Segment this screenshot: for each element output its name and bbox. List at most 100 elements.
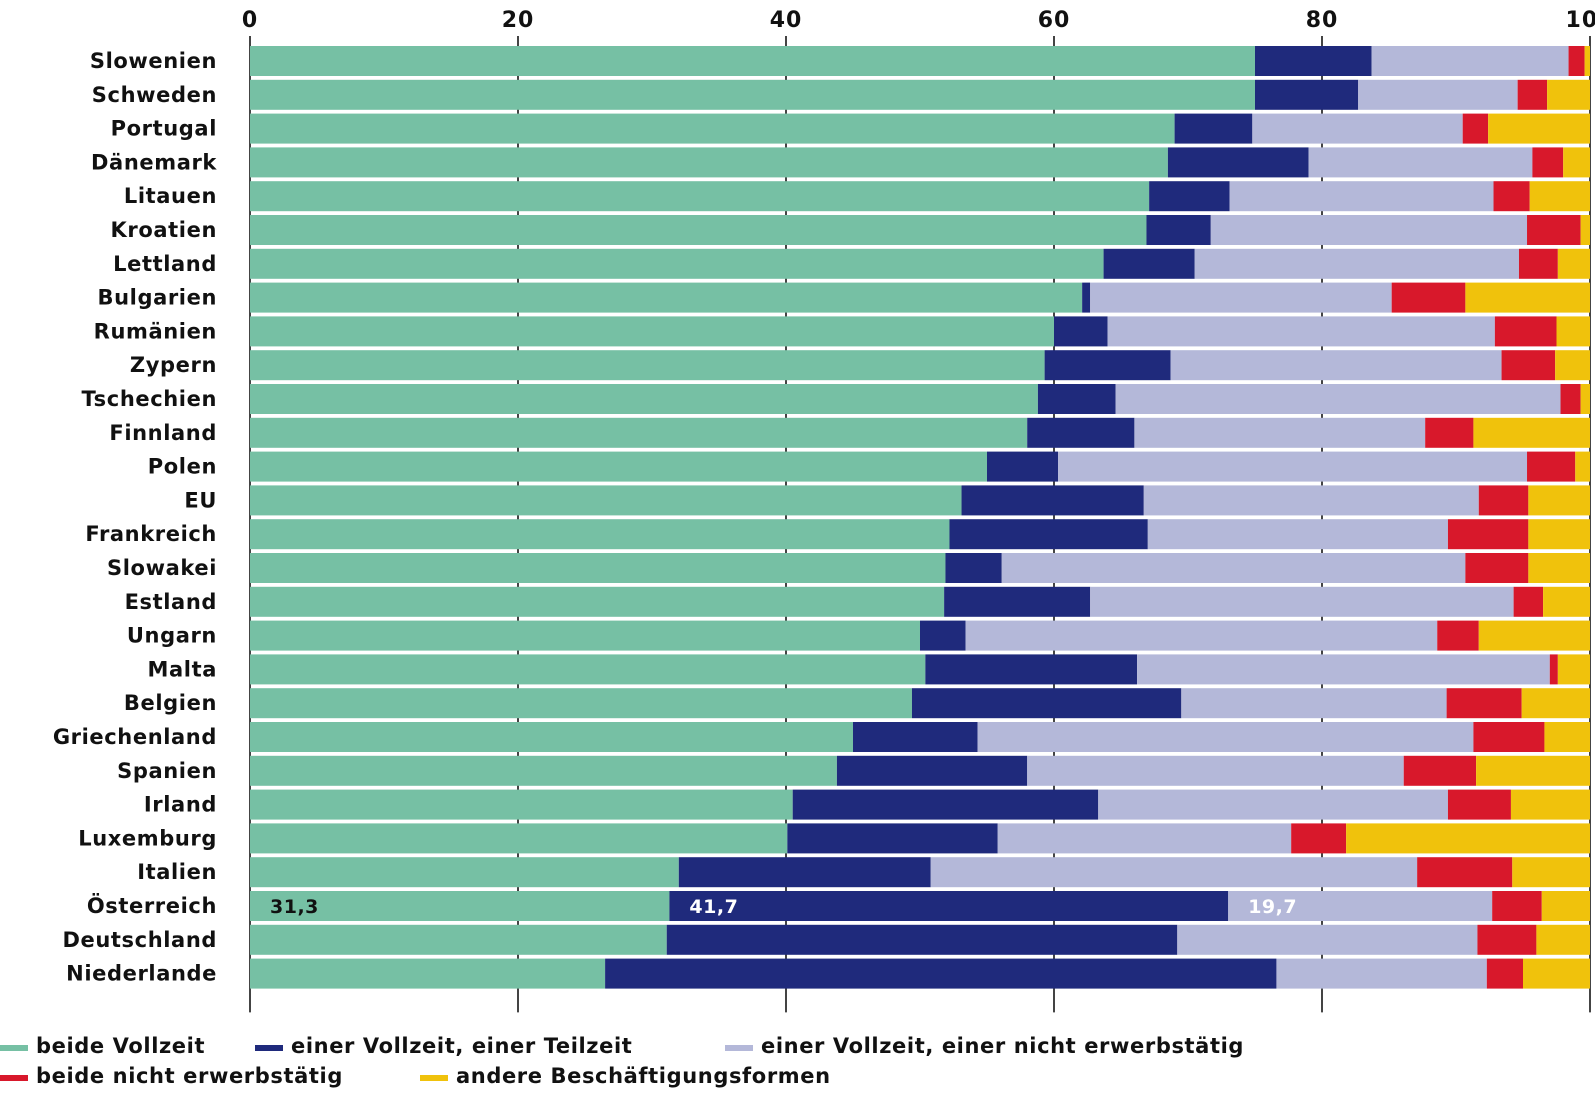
bar-polen-beide-nicht-erwerbstatig [1527,451,1576,482]
bar-kroatien-andere-beschaftigungsformen [1580,215,1590,245]
bar-frankreich-beide-vollzeit [250,519,950,550]
bar-polen-einer-vollzeit-einer-teilzeit [987,451,1059,482]
category-label-schweden: Schweden [92,83,217,107]
x-tick-label-100: 100 [1566,8,1595,33]
bar-zypern-einer-vollzeit-einer-teilzeit [1044,350,1171,381]
bar-deutschland-einer-vollzeit-einer-teilzeit [666,924,1178,955]
bar-osterreich-andere-beschaftigungsformen [1541,891,1590,921]
bar-ungarn-beide-vollzeit [250,620,920,651]
category-label-irland: Irland [144,793,217,817]
bar-kroatien-einer-vollzeit-einer-teilzeit [1146,215,1211,245]
bar-deutschland-andere-beschaftigungsformen [1536,924,1590,955]
legend-label-andere-beschaftigungsformen: andere Beschäftigungsformen [456,1064,831,1088]
bar-finnland-beide-vollzeit [250,417,1028,448]
bar-luxemburg-andere-beschaftigungsformen [1346,823,1590,854]
bar-estland-einer-vollzeit-einer-nicht-erwerbstatig [1090,586,1514,617]
bar-tschechien-beide-nicht-erwerbstatig [1560,384,1581,414]
category-label-litauen: Litauen [124,184,217,208]
bar-estland-beide-vollzeit [250,586,945,617]
bar-portugal-beide-vollzeit [250,113,1175,144]
bar-lettland-einer-vollzeit-einer-teilzeit [1103,248,1195,279]
bar-kroatien-beide-nicht-erwerbstatig [1527,215,1581,245]
bar-deutschland-beide-nicht-erwerbstatig [1477,924,1537,955]
bar-niederlande-beide-vollzeit [250,958,606,989]
category-label-griechenland: Griechenland [53,725,217,749]
bar-spanien-einer-vollzeit-einer-teilzeit [836,755,1028,786]
bar-tschechien-einer-vollzeit-einer-teilzeit [1037,384,1116,414]
bar-tschechien-beide-vollzeit [250,384,1038,414]
bar-schweden-einer-vollzeit-einer-teilzeit [1255,79,1359,110]
x-tick-label-20: 20 [502,8,535,33]
bar-osterreich-einer-vollzeit-einer-teilzeit [669,891,1229,921]
legend-label-einer-vollzeit-einer-nicht-erwerbstatig: einer Vollzeit, einer nicht erwerbstätig [761,1034,1244,1058]
data-label-beide-vollzeit: 31,3 [270,896,319,918]
bar-bulgarien-andere-beschaftigungsformen [1465,282,1590,313]
bar-frankreich-einer-vollzeit-einer-teilzeit [949,519,1148,550]
bar-schweden-einer-vollzeit-einer-nicht-erwerbstatig [1358,79,1518,110]
legend-label-beide-nicht-erwerbstatig: beide nicht erwerbstätig [36,1064,343,1088]
bar-slowenien-beide-nicht-erwerbstatig [1568,46,1585,76]
bar-zypern-beide-vollzeit [250,350,1045,381]
bar-malta-andere-beschaftigungsformen [1557,654,1590,685]
bar-zypern-einer-vollzeit-einer-nicht-erwerbstatig [1170,350,1502,381]
bar-frankreich-einer-vollzeit-einer-nicht-erwerbstatig [1147,519,1448,550]
bar-malta-einer-vollzeit-einer-teilzeit [925,654,1138,685]
bar-malta-einer-vollzeit-einer-nicht-erwerbstatig [1137,654,1550,685]
bars [250,46,1590,989]
bar-zypern-beide-nicht-erwerbstatig [1501,350,1556,381]
bar-litauen-beide-vollzeit [250,181,1150,212]
bar-estland-andere-beschaftigungsformen [1543,586,1590,617]
category-label-slowenien: Slowenien [90,49,217,73]
bar-deutschland-beide-vollzeit [250,924,667,955]
legend-label-einer-vollzeit-einer-teilzeit: einer Vollzeit, einer Teilzeit [291,1034,632,1058]
bar-tschechien-einer-vollzeit-einer-nicht-erwerbstatig [1115,384,1561,414]
category-label-portugal: Portugal [111,117,217,141]
bar-irland-andere-beschaftigungsformen [1510,789,1590,820]
category-label-deutschland: Deutschland [62,928,217,952]
bar-eu-beide-nicht-erwerbstatig [1478,485,1529,516]
bar-kroatien-einer-vollzeit-einer-nicht-erwerbstatig [1210,215,1528,245]
bar-finnland-einer-vollzeit-einer-teilzeit [1027,417,1135,448]
bar-eu-einer-vollzeit-einer-teilzeit [961,485,1144,516]
bar-finnland-einer-vollzeit-einer-nicht-erwerbstatig [1134,417,1426,448]
bar-schweden-beide-nicht-erwerbstatig [1517,79,1548,110]
bar-griechenland-einer-vollzeit-einer-nicht-erwerbstatig [977,722,1474,752]
bar-slowenien-einer-vollzeit-einer-nicht-erwerbstatig [1371,46,1569,76]
bar-belgien-andere-beschaftigungsformen [1521,688,1590,719]
bar-osterreich-beide-vollzeit [250,891,670,921]
bar-ungarn-beide-nicht-erwerbstatig [1437,620,1479,651]
category-label-rumanien: Rumänien [94,319,217,343]
bar-lettland-einer-vollzeit-einer-nicht-erwerbstatig [1194,248,1519,279]
bar-slowakei-einer-vollzeit-einer-teilzeit [945,553,1002,583]
bar-bulgarien-einer-vollzeit-einer-teilzeit [1082,282,1091,313]
bar-tschechien-andere-beschaftigungsformen [1580,384,1590,414]
bar-zypern-andere-beschaftigungsformen [1555,350,1590,381]
bar-rumanien-einer-vollzeit-einer-nicht-erwerbstatig [1107,316,1495,347]
category-label-tschechien: Tschechien [82,387,217,411]
bar-danemark-andere-beschaftigungsformen [1563,147,1590,178]
bar-slowakei-andere-beschaftigungsformen [1528,553,1590,583]
category-label-frankreich: Frankreich [85,522,217,546]
bar-eu-beide-vollzeit [250,485,962,516]
legend-label-beide-vollzeit: beide Vollzeit [36,1034,205,1058]
category-labels: Slowenien Schweden Portugal Dänemark Litauen… [53,49,217,986]
bar-irland-einer-vollzeit-einer-nicht-erwerbstatig [1098,789,1448,820]
bar-griechenland-einer-vollzeit-einer-teilzeit [853,722,978,752]
bar-estland-beide-nicht-erwerbstatig [1513,586,1544,617]
x-axis: 0 20 40 60 80 100 [242,8,1595,33]
category-label-osterreich: Österreich [87,893,217,918]
category-label-luxemburg: Luxemburg [78,826,217,850]
x-tick-label-40: 40 [770,8,803,33]
bar-spanien-beide-nicht-erwerbstatig [1403,755,1477,786]
bar-litauen-andere-beschaftigungsformen [1529,181,1590,212]
category-label-italien: Italien [137,860,217,884]
bar-portugal-andere-beschaftigungsformen [1488,113,1590,144]
bar-malta-beide-vollzeit [250,654,926,685]
category-label-belgien: Belgien [124,691,217,715]
category-label-niederlande: Niederlande [66,962,217,986]
legend-swatch-beide-vollzeit [0,1045,28,1051]
bar-slowakei-beide-vollzeit [250,553,946,583]
bar-litauen-einer-vollzeit-einer-teilzeit [1149,181,1230,212]
category-label-bulgarien: Bulgarien [97,286,217,310]
legend: beide Vollzeit einer Vollzeit, einer Teil… [0,1034,1244,1088]
